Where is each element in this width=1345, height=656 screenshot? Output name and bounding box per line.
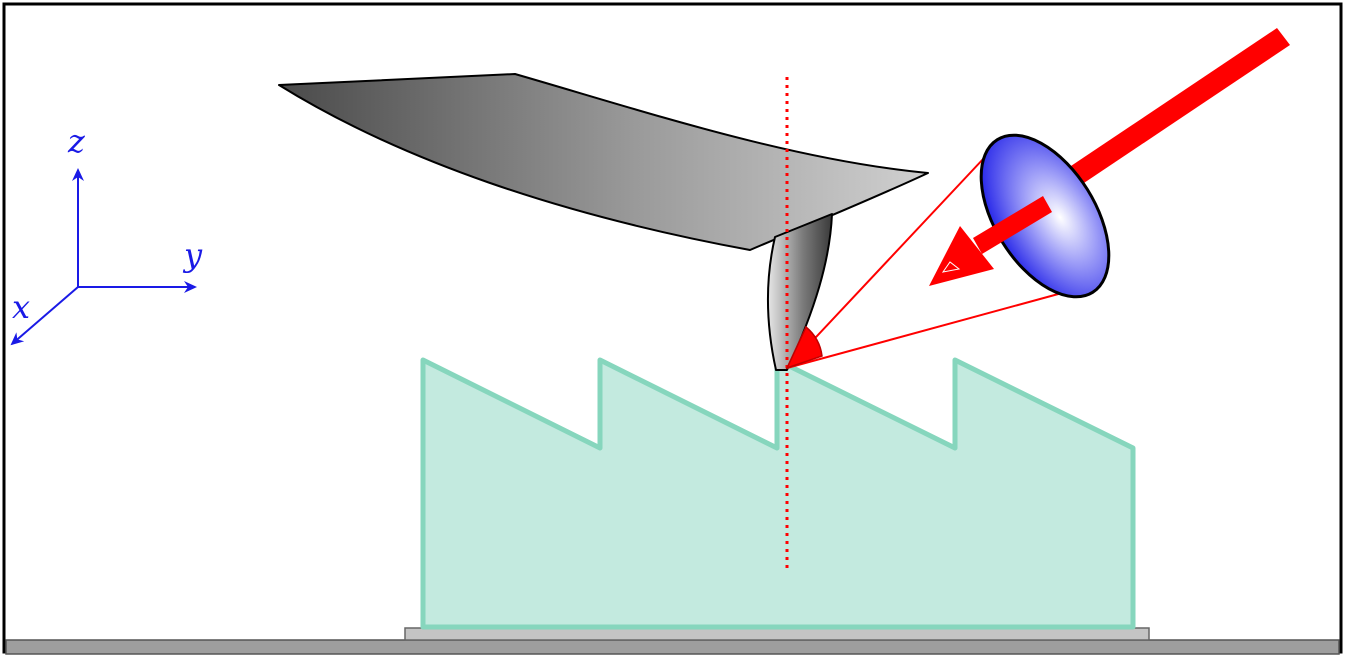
outgoing-beam-arrow <box>929 196 1052 286</box>
x-axis-label: x <box>12 288 30 326</box>
coordinate-axes: z y x <box>10 122 203 346</box>
cone-line-upper <box>786 156 986 369</box>
stage-base <box>5 639 1340 655</box>
outgoing-beam-shaft <box>973 196 1052 254</box>
outgoing-beam-head <box>929 226 994 286</box>
z-axis-label: z <box>67 122 86 160</box>
incoming-beam <box>1053 28 1290 195</box>
probe-tip <box>767 213 833 371</box>
cone-line-lower <box>786 289 1074 369</box>
sample-holder <box>404 627 1150 641</box>
y-axis-label: y <box>182 236 203 274</box>
angle-marker <box>785 325 823 370</box>
arrow-outline-mark <box>941 261 961 273</box>
sawtooth-sample <box>420 357 1136 630</box>
x-axis-arrow <box>10 286 79 346</box>
cantilever <box>278 73 929 251</box>
